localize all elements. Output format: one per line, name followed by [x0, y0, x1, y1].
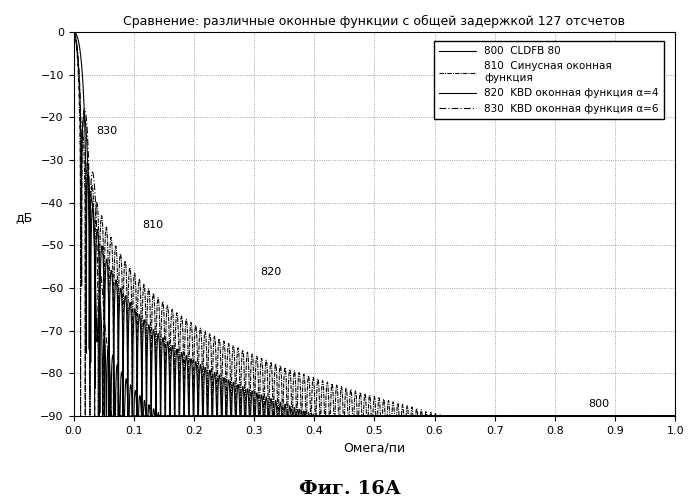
Title: Сравнение: различные оконные функции с общей задержкой 127 отсчетов: Сравнение: различные оконные функции с о… — [123, 15, 626, 28]
800  CLDFB 80 — [437, 413, 445, 419]
820  KBD оконная функция α=4 — [247, 413, 256, 419]
820  KBD оконная функция α=4 — [586, 413, 594, 419]
830  KBD оконная функция α=6 — [671, 413, 679, 419]
Legend: 800  CLDFB 80, 810  Синусная оконная
функция, 820  KBD оконная функция α=4, 830 : 800 CLDFB 80, 810 Синусная оконная функц… — [434, 41, 664, 119]
830  KBD оконная функция α=6 — [455, 413, 463, 419]
820  KBD оконная функция α=4 — [99, 413, 107, 419]
Line: 810  Синусная оконная
функция: 810 Синусная оконная функция — [73, 32, 675, 416]
Line: 830  KBD оконная функция α=6: 830 KBD оконная функция α=6 — [73, 32, 675, 416]
820  KBD оконная функция α=4 — [552, 413, 561, 419]
830  KBD оконная функция α=6 — [586, 413, 594, 419]
830  KBD оконная функция α=6 — [437, 413, 445, 419]
800  CLDFB 80 — [586, 413, 594, 419]
820  KBD оконная функция α=4 — [69, 29, 78, 35]
810  Синусная оконная
функция — [671, 413, 679, 419]
820  KBD оконная функция α=4 — [145, 402, 153, 408]
Line: 820  KBD оконная функция α=4: 820 KBD оконная функция α=4 — [73, 32, 675, 416]
800  CLDFB 80 — [455, 413, 463, 419]
810  Синусная оконная
функция — [455, 413, 463, 419]
830  KBD оконная функция α=6 — [247, 413, 256, 419]
830  KBD оконная функция α=6 — [94, 413, 103, 419]
830  KBD оконная функция α=6 — [69, 29, 78, 35]
Text: 810: 810 — [143, 220, 164, 230]
810  Синусная оконная
функция — [552, 413, 561, 419]
X-axis label: Омега/пи: Омега/пи — [343, 441, 405, 454]
830  KBD оконная функция α=6 — [552, 413, 561, 419]
Y-axis label: дБ: дБ — [15, 211, 32, 224]
800  CLDFB 80 — [145, 323, 153, 329]
800  CLDFB 80 — [247, 394, 256, 400]
810  Синусная оконная
функция — [437, 413, 445, 419]
800  CLDFB 80 — [69, 29, 78, 35]
800  CLDFB 80 — [100, 413, 108, 419]
810  Синусная оконная
функция — [76, 413, 85, 419]
830  KBD оконная функция α=6 — [145, 413, 153, 419]
Text: 800: 800 — [588, 399, 609, 409]
Text: 820: 820 — [260, 267, 281, 277]
810  Синусная оконная
функция — [69, 29, 78, 35]
820  KBD оконная функция α=4 — [437, 413, 445, 419]
810  Синусная оконная
функция — [247, 356, 256, 362]
Text: Фиг. 16А: Фиг. 16А — [298, 480, 401, 498]
800  CLDFB 80 — [552, 413, 561, 419]
800  CLDFB 80 — [671, 413, 679, 419]
810  Синусная оконная
функция — [145, 288, 153, 294]
Line: 800  CLDFB 80: 800 CLDFB 80 — [73, 32, 675, 416]
820  KBD оконная функция α=4 — [455, 413, 463, 419]
810  Синусная оконная
функция — [586, 413, 594, 419]
820  KBD оконная функция α=4 — [671, 413, 679, 419]
Text: 830: 830 — [96, 126, 117, 136]
